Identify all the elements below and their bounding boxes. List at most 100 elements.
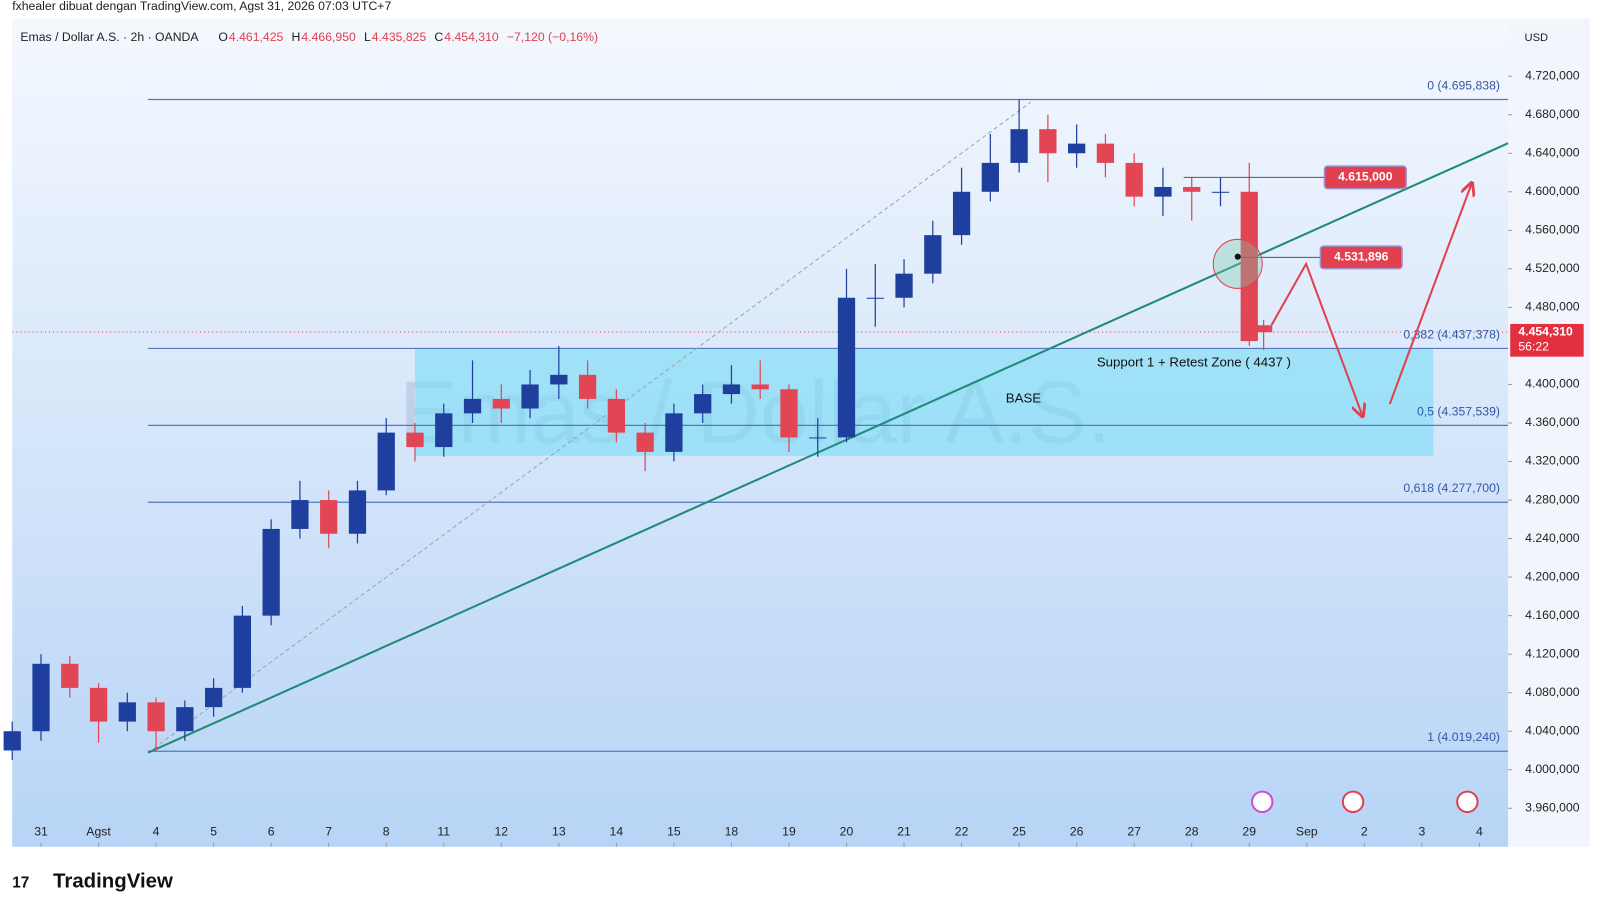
candle-body [118,702,136,722]
candle-body [406,432,424,448]
candle-body [463,398,482,414]
candle-body [233,615,252,688]
ohlc-key: H [292,30,301,44]
candle-body [751,384,769,390]
candle-body [1211,191,1230,193]
ohlc-value: 4.461,425 [229,30,284,44]
candle-body [1125,162,1143,197]
candle-body [1096,143,1115,163]
y-tick-label: 4.200,000 [1525,569,1580,583]
y-tick-label: 4.160,000 [1525,608,1580,622]
price-label-box [1319,245,1403,270]
candle-body [262,528,280,616]
y-tick-label: 4.360,000 [1525,415,1580,429]
x-tick-label: 31 [34,825,48,839]
last-price-box [1510,323,1584,357]
point [1234,253,1241,260]
candle-body [665,413,683,452]
x-tick-label: 27 [1127,825,1141,839]
last-price: 4.454,310 [1518,324,1573,338]
fib-label: 0,5 (4.357,539) [1417,404,1500,418]
brand: TradingView [53,871,173,893]
event-icon[interactable] [1341,790,1365,814]
candle-body [32,663,50,732]
trend-line [147,142,1509,754]
highlight-circle [1212,238,1263,289]
candle-body [550,374,568,385]
candle-body [1010,129,1028,163]
x-tick-label: Sep [1296,825,1318,839]
x-tick-label: 3 [1418,825,1425,839]
candle-body [895,273,913,298]
candle-body [578,374,597,399]
event-icon[interactable] [1251,790,1274,814]
y-tick-label: 4.480,000 [1525,300,1580,314]
y-tick-label: 4.280,000 [1525,492,1580,506]
x-tick-label: 7 [325,825,332,839]
ohlc-value: 4.454,310 [444,30,499,44]
x-tick-label: 21 [897,825,911,839]
projection-arrow [1388,184,1472,405]
fib-diagonal [147,101,1031,754]
candle-body [204,687,223,708]
price-scale [1508,18,1590,847]
y-tick-label: 4.040,000 [1525,723,1580,737]
x-tick-label: 28 [1185,825,1199,839]
support-zone [414,348,1434,456]
candle-body [1154,186,1172,197]
ohlc-value: 4.435,825 [372,30,427,44]
ohlc-key: O [218,30,228,44]
candle-body [722,384,741,395]
x-tick-label: 19 [782,825,796,839]
x-tick-label: 14 [610,825,624,839]
event-icon[interactable] [1456,790,1479,814]
ohlc-key: C [434,30,443,44]
candle-body [607,398,625,433]
x-tick-label: 29 [1242,825,1256,839]
candle-body [147,702,165,732]
fib-label: 0,618 (4.277,700) [1403,481,1500,495]
candle-body [492,398,510,409]
candle-body [435,413,453,448]
candle-body [89,687,108,722]
candle-body [176,707,194,732]
y-tick-label: 4.240,000 [1525,531,1580,545]
y-tick-label: 4.400,000 [1525,377,1580,391]
y-tick-label: 4.320,000 [1525,454,1580,468]
candle-body [780,389,798,438]
x-tick-label: 13 [552,825,566,839]
candle-body [521,384,539,409]
x-tick-label: 25 [1012,825,1026,839]
candle-body [377,432,395,491]
change: −7,120 (−0,16%) [507,30,598,44]
candle-body [348,490,367,534]
candle-body [866,297,884,299]
candle-body [809,437,827,439]
brand-logo: 17 [12,875,29,892]
x-tick-label: 15 [667,825,681,839]
candle-body [1240,191,1258,342]
x-tick-label: 11 [437,825,450,839]
x-tick-label: 12 [494,825,508,839]
fib-label: 0,382 (4.437,378) [1403,327,1500,341]
y-tick-label: 4.720,000 [1525,68,1580,82]
caption: fxhealer dibuat dengan TradingView.com, … [12,0,391,13]
candle-body [1068,143,1086,154]
ohlc-value: 4.466,950 [301,30,356,44]
candle-body [1183,186,1201,192]
y-tick-label: 4.120,000 [1525,646,1580,660]
candle-body [981,162,999,192]
candle-body [952,191,971,236]
x-tick-label: 6 [268,825,275,839]
y-tick-label: 4.000,000 [1525,762,1580,776]
price-label-box [1323,165,1407,190]
candle-body [1039,129,1057,154]
y-tick-label: 4.600,000 [1525,184,1580,198]
symbol: Emas / Dollar A.S. · 2h · OANDA [20,30,199,44]
candle-body [3,731,21,751]
candles [3,99,1273,761]
price-label: 4.531,896 [1334,250,1389,264]
currency[interactable]: USD [1524,32,1548,44]
